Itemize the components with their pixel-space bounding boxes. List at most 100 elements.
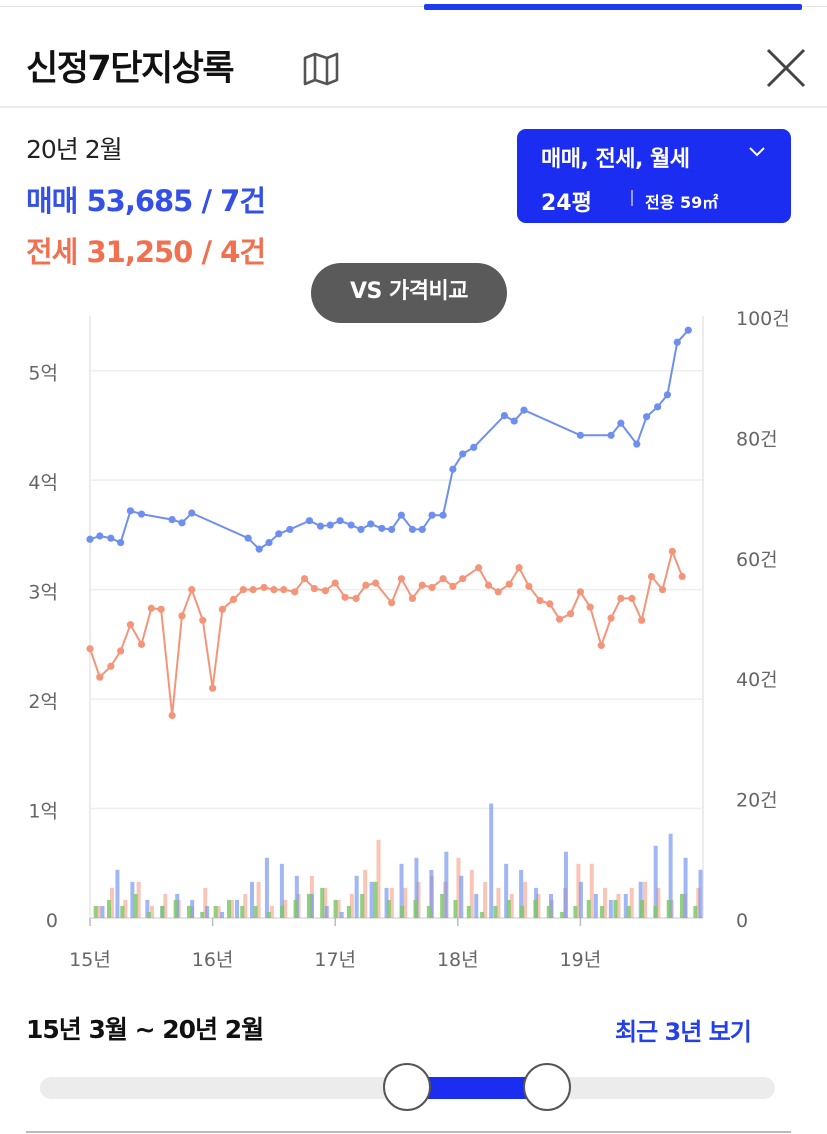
trade-filter-button[interactable]: 매매, 전세, 월세 24평 전용 59㎡	[517, 129, 791, 223]
volume-bar-rent	[360, 893, 365, 918]
sale-price-point	[244, 534, 252, 542]
sale-price-point	[418, 525, 426, 534]
volume-bar-rent	[386, 899, 391, 918]
jeonse-price-point	[107, 662, 115, 670]
volume-bar-rent	[693, 905, 698, 918]
volume-bar-rent	[546, 905, 551, 918]
volume-bar-jeonse	[536, 893, 541, 918]
jeonse-price-point	[449, 582, 457, 590]
volume-bar-rent	[200, 911, 205, 918]
sale-price-point	[107, 534, 115, 542]
jeonse-price-point	[199, 616, 207, 624]
volume-bar-rent	[226, 899, 231, 918]
volume-bar-sale	[668, 833, 673, 918]
panel-header: 신정7단지상록	[0, 10, 827, 108]
sale-price-point	[397, 511, 406, 519]
volume-bar-rent	[493, 905, 498, 918]
sale-price-point	[188, 509, 196, 517]
volume-bar-sale	[653, 845, 658, 918]
sale-price-point	[470, 443, 478, 451]
volume-bar-sale	[309, 893, 314, 918]
volume-bar-rent	[133, 893, 138, 918]
volume-bar-jeonse	[416, 881, 421, 918]
sale-price-point	[117, 538, 125, 547]
volume-bar-jeonse	[643, 881, 648, 918]
volume-bar-rent	[173, 899, 178, 918]
volume-bar-sale	[354, 875, 359, 918]
x-tick-label: 19년	[560, 949, 602, 971]
volume-bar-jeonse	[509, 893, 514, 918]
volume-bar-rent	[440, 893, 445, 918]
volume-bar-sale	[249, 881, 254, 918]
jeonse-price-point	[555, 615, 564, 623]
sale-price-point	[286, 525, 294, 534]
period-range: 15년 3월 ~ 20년 2월	[26, 1015, 264, 1044]
volume-bar-rent	[506, 899, 511, 918]
vs-compare-button[interactable]: VS 가격비교	[311, 263, 507, 323]
period-slider-start-handle[interactable]	[383, 1063, 431, 1111]
volume-bar-rent	[346, 905, 351, 918]
sale-price-point	[439, 511, 447, 519]
jeonse-price-point	[178, 612, 186, 620]
volume-bar-rent	[400, 905, 405, 918]
volume-bar-rent	[520, 905, 525, 918]
jeonse-price-point	[249, 586, 257, 594]
volume-bar-jeonse	[696, 887, 701, 918]
volume-bar-rent	[586, 899, 591, 918]
volume-bar-jeonse	[283, 899, 288, 918]
volume-bar-sale	[459, 875, 464, 918]
volume-bar-rent	[413, 899, 418, 918]
sale-price-point	[137, 510, 146, 518]
sale-price-point	[178, 519, 186, 527]
price-chart: 0 1억 2억 3억 4억 5억 0 20건 40건 60건 80건 100건 15년 16년 17년 18년…	[28, 308, 790, 971]
jeonse-price-point	[586, 603, 594, 611]
volume-bar-rent	[640, 899, 645, 918]
volume-bar-rent	[266, 911, 271, 918]
volume-bar-jeonse	[376, 839, 381, 918]
jeonse-price-point	[239, 586, 247, 594]
sale-price-point	[255, 545, 263, 553]
map-icon[interactable]	[302, 52, 340, 86]
volume-bar-rent	[480, 911, 485, 918]
volume-bar-sale	[549, 893, 554, 918]
volume-bar-jeonse	[203, 887, 208, 918]
volume-bar-jeonse	[243, 893, 248, 918]
sale-price-line	[89, 329, 690, 551]
sale-price-point	[316, 522, 325, 530]
volume-bar-rent	[186, 905, 191, 918]
volume-bar-jeonse	[389, 887, 394, 918]
volume-bar-rent	[653, 905, 658, 918]
jeonse-price-point	[428, 583, 436, 592]
jeonse-price-point	[668, 547, 676, 555]
jeonse-price-point	[137, 640, 146, 648]
sale-price-summary: 매매 53,685 / 7건	[26, 184, 266, 218]
y-right-tick-label: 20건	[736, 790, 778, 812]
jeonse-price-point	[291, 588, 299, 596]
volume-bar-jeonse	[216, 905, 221, 918]
volume-bar-jeonse	[589, 863, 594, 918]
volume-bar-jeonse	[96, 905, 101, 918]
volume-bar-jeonse	[136, 881, 141, 918]
jeonse-price-point	[96, 673, 104, 681]
volume-bar-sale	[429, 869, 434, 918]
volume-bar-rent	[240, 905, 245, 918]
volume-bar-sale	[205, 905, 210, 918]
jeonse-price-point	[408, 594, 417, 602]
recent-3-years-link[interactable]: 최근 3년 보기	[615, 1018, 752, 1046]
jeonse-price-point	[576, 588, 585, 596]
exclusive-area: 전용 59㎡	[645, 193, 719, 212]
y-right-tick-label: 100건	[736, 308, 790, 330]
volume-bar-jeonse	[363, 869, 368, 918]
volume-bar-sale	[115, 869, 120, 918]
period-slider-end-handle[interactable]	[523, 1063, 571, 1111]
volume-bar-jeonse	[403, 887, 408, 918]
volume-bar-jeonse	[496, 887, 501, 918]
y-right-tick-label: 0	[736, 910, 748, 932]
volume-bar-jeonse	[336, 899, 341, 918]
sale-price-point	[576, 431, 585, 439]
volume-bar-rent	[160, 905, 165, 918]
volume-bar-rent	[306, 893, 311, 918]
volume-bar-sale	[593, 893, 598, 918]
jeonse-price-point	[628, 594, 636, 602]
close-icon[interactable]	[764, 46, 808, 90]
